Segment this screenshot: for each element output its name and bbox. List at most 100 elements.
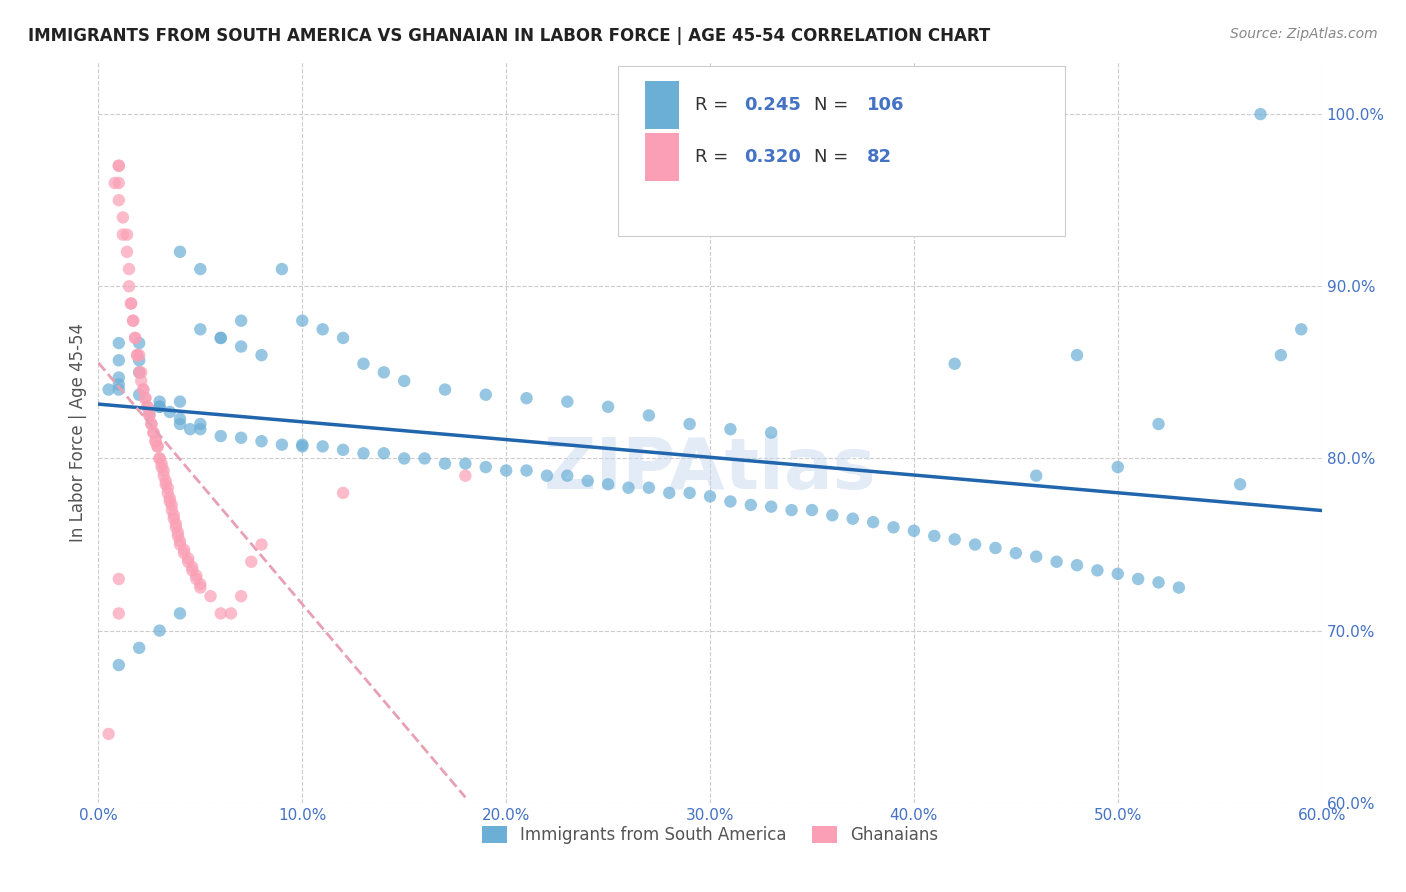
Point [209, 331, 232, 345]
Point [352, 446, 374, 460]
Point [188, 262, 212, 277]
Point [145, 434, 167, 449]
Point [122, 314, 145, 328]
Point [454, 468, 477, 483]
Point [903, 524, 925, 538]
Point [1147, 575, 1170, 590]
Point [637, 481, 661, 495]
Point [761, 425, 783, 440]
Point [250, 537, 273, 551]
Point [127, 348, 149, 362]
Point [141, 417, 163, 431]
Point [128, 365, 150, 379]
Point [291, 439, 314, 453]
Point [1025, 549, 1047, 564]
Point [841, 512, 863, 526]
Point [392, 451, 416, 466]
Point [821, 508, 844, 523]
Point [474, 460, 498, 475]
Point [179, 422, 201, 436]
Point [474, 388, 498, 402]
Point [1249, 107, 1271, 121]
Point [108, 336, 131, 351]
Point [188, 581, 212, 595]
Point [128, 640, 150, 655]
Point [943, 357, 966, 371]
Point [145, 434, 167, 449]
Point [332, 331, 354, 345]
Point [231, 339, 253, 353]
Point [1004, 546, 1026, 560]
Point [862, 515, 884, 529]
Point [679, 486, 702, 500]
Point [718, 422, 742, 436]
Point [111, 211, 134, 225]
Point [108, 159, 131, 173]
Point [108, 370, 131, 384]
Point [177, 551, 200, 566]
Point [312, 322, 335, 336]
Point [181, 563, 204, 577]
Point [146, 439, 169, 453]
Point [129, 374, 152, 388]
Point [169, 412, 191, 426]
Point [188, 417, 212, 431]
Point [159, 491, 181, 505]
Point [132, 383, 155, 397]
Point [699, 489, 721, 503]
Point [97, 727, 120, 741]
Point [104, 176, 127, 190]
Point [146, 439, 169, 453]
Point [291, 314, 314, 328]
Point [240, 555, 263, 569]
Point [576, 474, 599, 488]
Point [127, 348, 149, 362]
Point [160, 498, 183, 512]
Point [124, 331, 146, 345]
Point [761, 500, 783, 514]
Point [598, 400, 620, 414]
Point [142, 425, 165, 440]
Point [984, 541, 1007, 555]
Point [352, 357, 374, 371]
Point [167, 529, 190, 543]
Point [536, 468, 558, 483]
FancyBboxPatch shape [619, 66, 1064, 236]
Text: N =: N = [814, 148, 853, 166]
Point [332, 442, 354, 457]
Point [270, 438, 294, 452]
Point [118, 262, 141, 277]
Text: 0.245: 0.245 [744, 96, 801, 114]
Point [555, 468, 579, 483]
FancyBboxPatch shape [645, 81, 679, 129]
Point [149, 451, 172, 466]
Point [124, 331, 146, 345]
Point [128, 388, 150, 402]
Point [637, 409, 661, 423]
Point [149, 394, 172, 409]
Point [883, 520, 905, 534]
Point [150, 460, 173, 475]
Point [250, 348, 273, 362]
Point [332, 486, 354, 500]
Point [188, 577, 212, 591]
Point [108, 658, 131, 673]
Point [136, 400, 159, 414]
Point [1085, 563, 1108, 577]
Point [922, 529, 945, 543]
Point [943, 533, 966, 547]
Point [134, 391, 156, 405]
Point [658, 486, 681, 500]
Point [1229, 477, 1251, 491]
Point [169, 537, 191, 551]
Point [209, 331, 232, 345]
Point [159, 405, 181, 419]
Text: N =: N = [814, 96, 853, 114]
Point [434, 457, 457, 471]
Point [617, 481, 640, 495]
Point [516, 463, 538, 477]
Point [108, 176, 131, 190]
Point [186, 572, 208, 586]
Point [250, 434, 273, 449]
Point [392, 374, 416, 388]
